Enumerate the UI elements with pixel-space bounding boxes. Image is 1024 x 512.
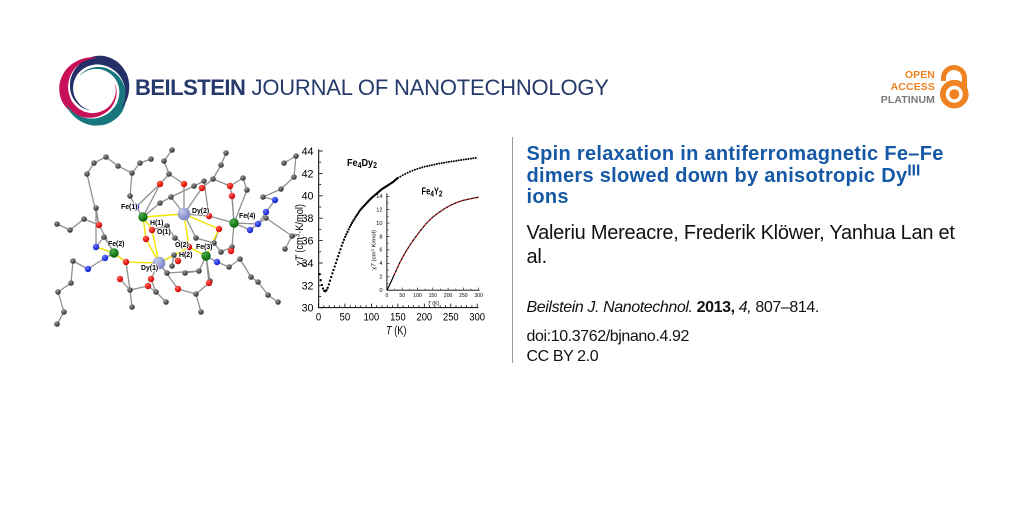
- svg-text:2: 2: [379, 275, 382, 281]
- svg-text:50: 50: [399, 293, 405, 299]
- svg-text:100: 100: [364, 311, 380, 323]
- svg-text:4: 4: [379, 261, 382, 267]
- svg-text:Fe(4): Fe(4): [239, 213, 255, 220]
- svg-text:10: 10: [376, 221, 382, 227]
- svg-text:44: 44: [302, 146, 314, 158]
- svg-text:T (K): T (K): [386, 326, 407, 338]
- svg-text:H(1): H(1): [150, 220, 163, 227]
- svg-text:H(2): H(2): [179, 252, 192, 259]
- svg-text:36: 36: [302, 236, 314, 248]
- svg-text:T (K): T (K): [428, 301, 440, 307]
- svg-text:12: 12: [376, 208, 382, 214]
- svg-text:50: 50: [340, 311, 351, 323]
- svg-text:χT (cm3 K/mol): χT (cm3 K/mol): [371, 230, 378, 270]
- svg-text:150: 150: [390, 311, 406, 323]
- svg-text:250: 250: [459, 293, 468, 299]
- svg-text:0: 0: [386, 293, 389, 299]
- svg-text:Dy(2): Dy(2): [192, 208, 209, 215]
- svg-text:42: 42: [302, 168, 314, 180]
- svg-text:Fe4Y2: Fe4Y2: [422, 186, 443, 198]
- svg-text:0: 0: [379, 288, 382, 294]
- svg-text:Fe(2): Fe(2): [108, 241, 124, 248]
- svg-text:32: 32: [302, 280, 314, 292]
- svg-text:150: 150: [429, 293, 438, 299]
- svg-text:30: 30: [302, 303, 314, 315]
- svg-text:100: 100: [413, 293, 422, 299]
- svg-text:38: 38: [302, 213, 314, 225]
- svg-text:6: 6: [379, 248, 382, 254]
- svg-text:200: 200: [444, 293, 453, 299]
- svg-text:0: 0: [316, 311, 321, 323]
- svg-text:Dy(1): Dy(1): [141, 265, 158, 272]
- svg-text:250: 250: [443, 311, 459, 323]
- svg-text:Fe4Dy2: Fe4Dy2: [347, 157, 377, 170]
- svg-text:χT (cm3·K/mol): χT (cm3·K/mol): [293, 204, 307, 267]
- svg-text:Fe(3): Fe(3): [196, 244, 212, 251]
- svg-text:300: 300: [469, 311, 485, 323]
- svg-text:14: 14: [376, 194, 382, 200]
- svg-text:O(2): O(2): [175, 242, 189, 249]
- svg-text:200: 200: [417, 311, 433, 323]
- svg-text:40: 40: [302, 191, 314, 203]
- svg-text:O(1): O(1): [157, 229, 171, 236]
- svg-text:Fe(1): Fe(1): [121, 204, 137, 211]
- svg-text:34: 34: [302, 258, 314, 270]
- svg-text:300: 300: [475, 293, 484, 299]
- svg-text:8: 8: [379, 234, 382, 240]
